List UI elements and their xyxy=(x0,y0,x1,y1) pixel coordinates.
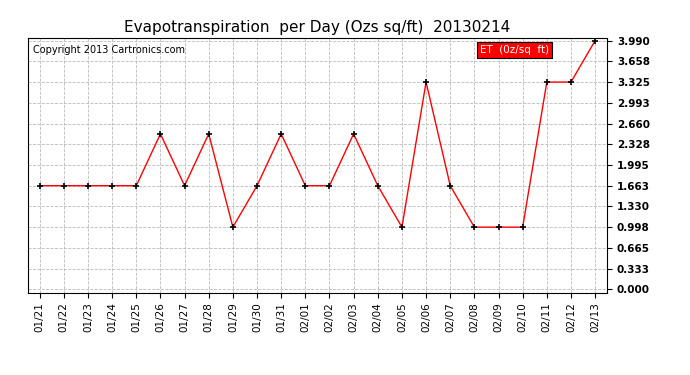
Title: Evapotranspiration  per Day (Ozs sq/ft)  20130214: Evapotranspiration per Day (Ozs sq/ft) 2… xyxy=(124,20,511,35)
Text: ET  (0z/sq  ft): ET (0z/sq ft) xyxy=(480,45,549,55)
Text: Copyright 2013 Cartronics.com: Copyright 2013 Cartronics.com xyxy=(33,45,186,55)
